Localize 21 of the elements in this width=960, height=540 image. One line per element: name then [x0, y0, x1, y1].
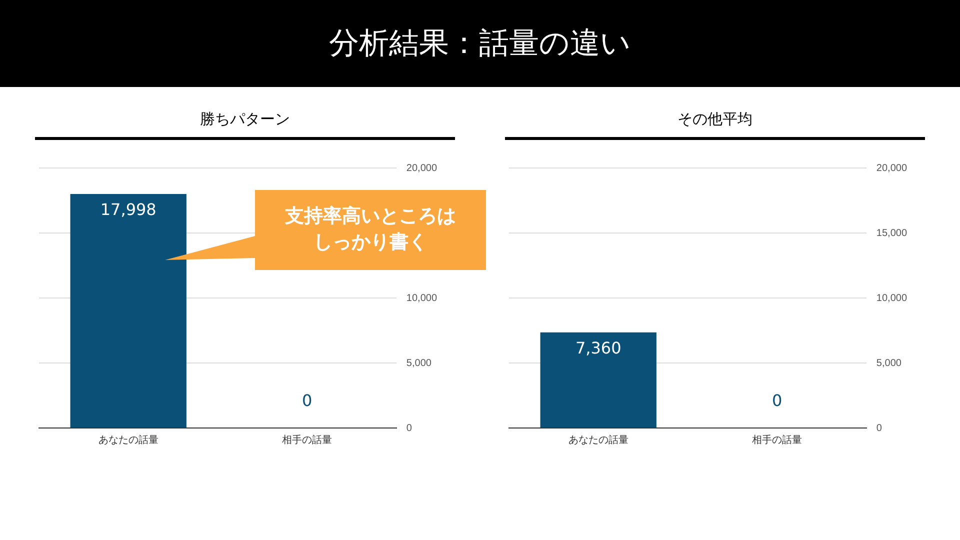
- y-tick-label: 15,000: [876, 228, 908, 239]
- y-tick-label: 20,000: [876, 162, 908, 174]
- data-label: 0: [772, 391, 782, 410]
- y-tick-label: 10,000: [406, 292, 438, 304]
- data-label: 17,998: [100, 200, 156, 220]
- y-tick-label: 10,000: [876, 292, 908, 304]
- text: 分析結果：話量の違い: [0, 0, 960, 87]
- x-tick-label: 相手の話量: [752, 434, 802, 446]
- x-tick-label: 相手の話量: [282, 434, 332, 446]
- data-label: 7,360: [575, 338, 622, 358]
- y-tick-label: 0: [406, 422, 412, 434]
- y-tick-label: 0: [876, 422, 882, 434]
- chart-title: その他平均: [505, 110, 925, 140]
- y-tick-label: 20,000: [406, 162, 438, 174]
- y-tick-label: 5,000: [876, 358, 902, 369]
- x-tick-label: あなたの話量: [568, 434, 628, 446]
- data-label: 0: [302, 391, 312, 410]
- x-tick-label: あなたの話量: [98, 434, 158, 446]
- chart-title: 勝ちパターン: [35, 110, 455, 140]
- y-tick-label: 5,000: [406, 358, 432, 369]
- annotation: 支持率高いところはしっかり書く: [284, 204, 457, 255]
